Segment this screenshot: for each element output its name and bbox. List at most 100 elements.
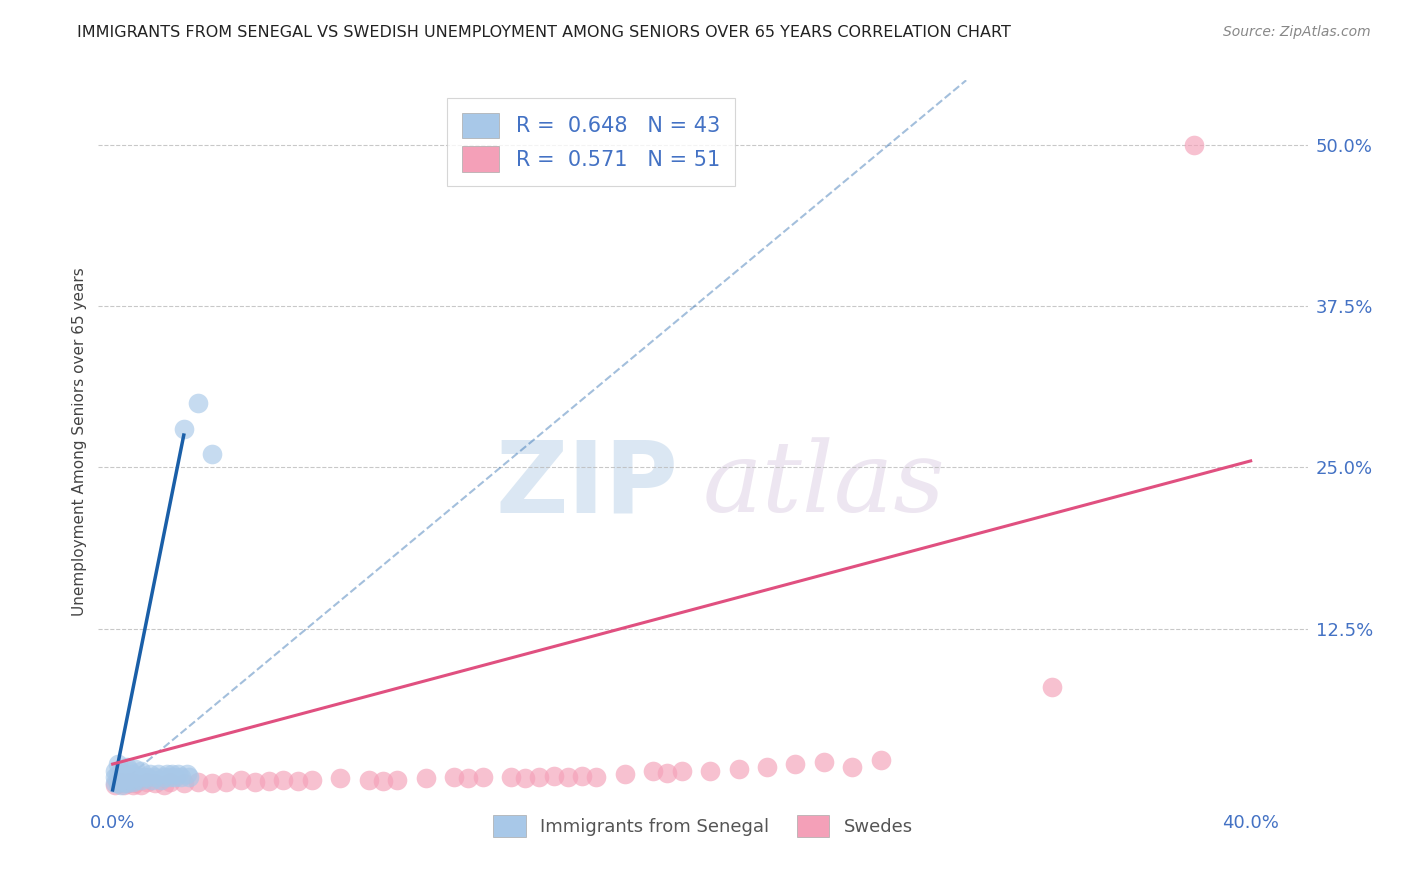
Point <box>657 766 679 780</box>
Point <box>385 772 408 787</box>
Point <box>118 775 141 789</box>
Point <box>129 772 152 787</box>
Point <box>104 776 127 790</box>
Point <box>529 770 551 784</box>
Point <box>841 760 863 774</box>
Point <box>146 767 169 781</box>
Point <box>165 770 187 784</box>
Point <box>173 776 195 790</box>
Point <box>132 770 155 784</box>
Point <box>110 772 132 787</box>
Point <box>118 772 141 787</box>
Point <box>643 764 665 778</box>
Point <box>585 770 607 784</box>
Point <box>112 775 135 789</box>
Point <box>115 776 138 790</box>
Point <box>115 760 138 774</box>
Point <box>115 770 138 784</box>
Point <box>159 770 181 784</box>
Point <box>243 775 266 789</box>
Point <box>143 776 166 790</box>
Point <box>110 775 132 789</box>
Point <box>471 770 494 784</box>
Point <box>869 753 891 767</box>
Point <box>156 767 179 781</box>
Point <box>112 778 135 792</box>
Point <box>273 772 295 787</box>
Point <box>1040 680 1063 694</box>
Point <box>107 772 129 787</box>
Point <box>557 770 579 784</box>
Point <box>112 770 135 784</box>
Point <box>187 775 209 789</box>
Point <box>167 767 190 781</box>
Point <box>121 767 143 781</box>
Point <box>170 770 193 784</box>
Point <box>201 776 224 790</box>
Point <box>187 396 209 410</box>
Point <box>371 773 394 788</box>
Text: Source: ZipAtlas.com: Source: ZipAtlas.com <box>1223 25 1371 39</box>
Point <box>153 778 176 792</box>
Point <box>329 772 352 786</box>
Point <box>515 772 537 786</box>
Point <box>159 775 181 789</box>
Point <box>150 772 173 787</box>
Point <box>229 772 252 787</box>
Point <box>121 775 143 789</box>
Point <box>107 776 129 790</box>
Point <box>110 764 132 778</box>
Point <box>118 764 141 778</box>
Point <box>457 772 479 786</box>
Y-axis label: Unemployment Among Seniors over 65 years: Unemployment Among Seniors over 65 years <box>72 268 87 615</box>
Point <box>104 764 127 778</box>
Point <box>110 778 132 792</box>
Point <box>153 770 176 784</box>
Point <box>129 778 152 792</box>
Point <box>301 772 323 787</box>
Text: ZIP: ZIP <box>496 436 679 533</box>
Text: IMMIGRANTS FROM SENEGAL VS SWEDISH UNEMPLOYMENT AMONG SENIORS OVER 65 YEARS CORR: IMMIGRANTS FROM SENEGAL VS SWEDISH UNEMP… <box>77 25 1011 40</box>
Point <box>499 770 522 784</box>
Point <box>107 767 129 781</box>
Point <box>104 778 127 792</box>
Text: atlas: atlas <box>703 437 946 533</box>
Point <box>135 770 157 784</box>
Point <box>813 755 835 769</box>
Point <box>115 776 138 790</box>
Point <box>124 762 146 776</box>
Point <box>543 769 565 783</box>
Point <box>785 757 807 772</box>
Point <box>173 422 195 436</box>
Point <box>727 762 749 776</box>
Point <box>107 757 129 772</box>
Point <box>176 767 198 781</box>
Point <box>124 772 146 787</box>
Point <box>415 772 437 786</box>
Point <box>138 767 160 781</box>
Point <box>107 776 129 790</box>
Point <box>215 775 238 789</box>
Point <box>179 770 201 784</box>
Point <box>613 767 636 781</box>
Legend: Immigrants from Senegal, Swedes: Immigrants from Senegal, Swedes <box>486 808 920 845</box>
Point <box>121 778 143 792</box>
Point <box>127 770 149 784</box>
Point <box>671 764 693 778</box>
Point <box>571 769 593 783</box>
Point <box>201 447 224 461</box>
Point <box>443 770 465 784</box>
Point <box>1182 137 1205 152</box>
Point <box>756 760 779 774</box>
Point <box>129 764 152 778</box>
Point <box>124 776 146 790</box>
Point <box>135 775 157 789</box>
Point <box>287 773 309 788</box>
Point <box>257 773 280 788</box>
Point <box>104 770 127 784</box>
Point <box>162 767 184 781</box>
Point <box>357 772 380 787</box>
Point <box>141 772 163 787</box>
Point <box>699 764 721 778</box>
Point <box>143 770 166 784</box>
